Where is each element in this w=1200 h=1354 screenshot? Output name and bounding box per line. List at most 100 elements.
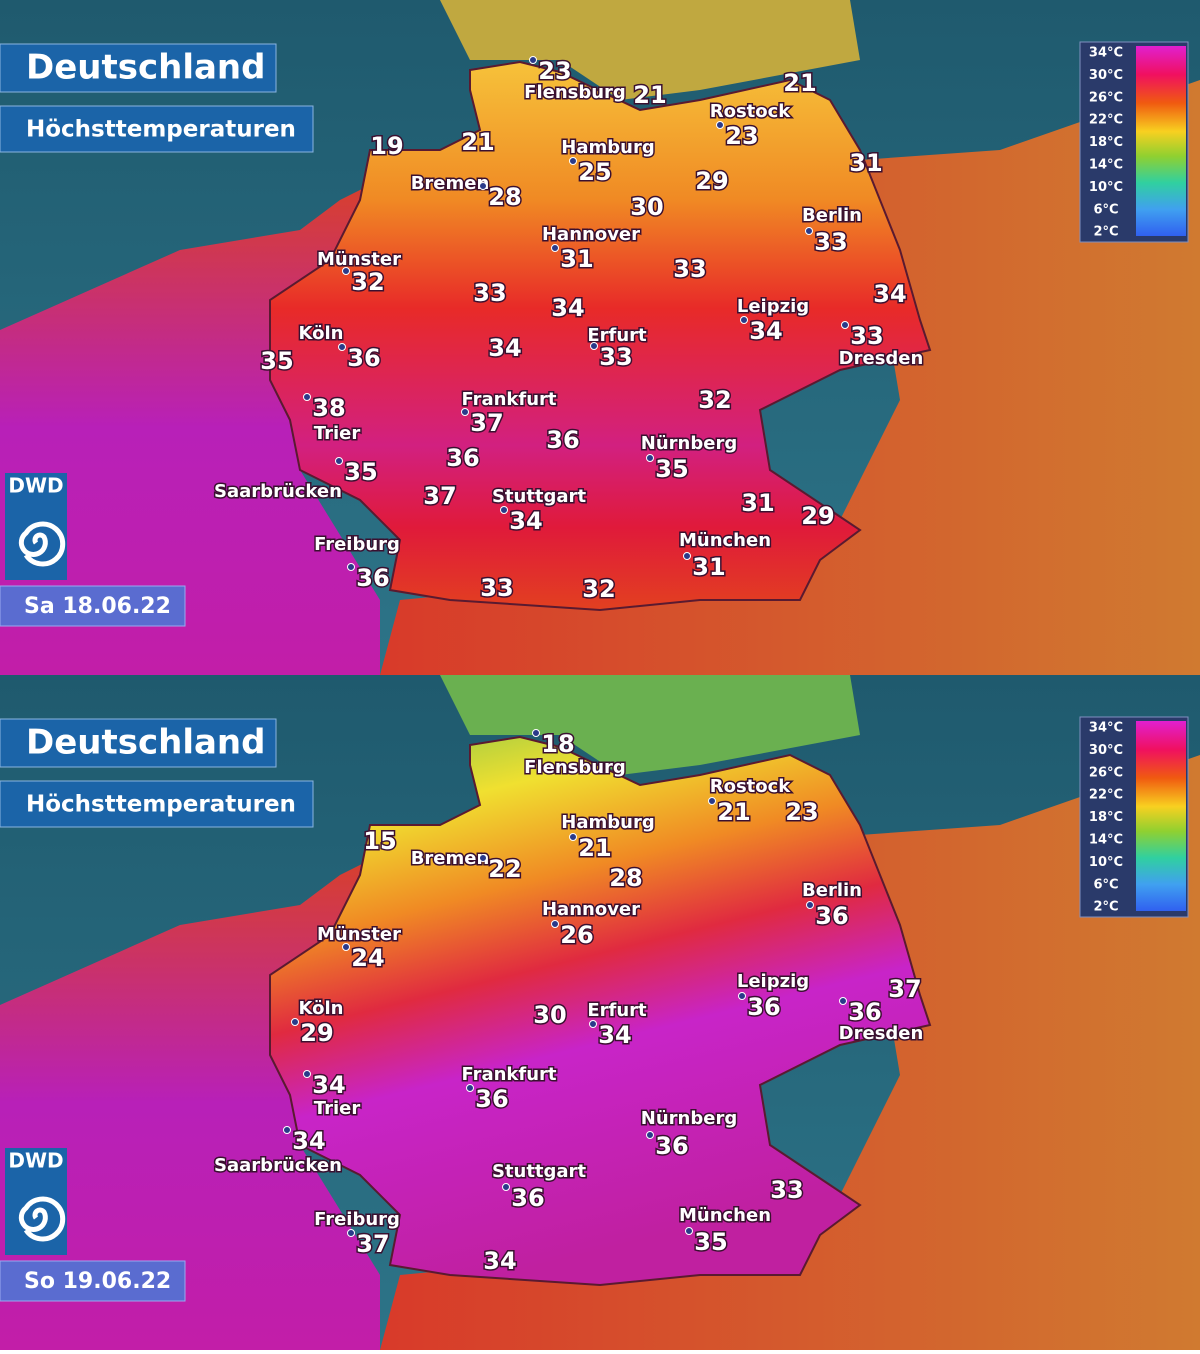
legend-label: 30°C — [1089, 743, 1123, 758]
date-box — [0, 1260, 186, 1302]
city-name: Münster — [317, 249, 401, 270]
temperature: 28 — [488, 183, 521, 211]
city-dot — [502, 1183, 510, 1191]
temperature: 38 — [312, 394, 345, 422]
temperature: 37 — [888, 975, 921, 1003]
temperature: 28 — [609, 864, 642, 892]
temperature: 34 — [509, 507, 542, 535]
temperature: 32 — [698, 386, 731, 414]
subtitle: Höchsttemperaturen — [26, 792, 296, 818]
city-dot — [529, 56, 537, 64]
city-name: Köln — [299, 998, 344, 1019]
city-name: Münster — [317, 924, 401, 945]
city-name: Bremen — [411, 173, 490, 194]
title-box — [0, 718, 277, 768]
temperature: 37 — [470, 409, 503, 437]
city-name: Freiburg — [314, 1209, 400, 1230]
temperature: 30 — [630, 193, 663, 221]
city-dot — [683, 552, 691, 560]
germany — [269, 60, 932, 612]
temperature: 33 — [770, 1176, 803, 1204]
city-dot — [466, 1084, 474, 1092]
city-name: Dresden — [839, 1023, 924, 1044]
subtitle-box — [0, 105, 314, 153]
city-dot — [740, 316, 748, 324]
temperature: 34 — [551, 294, 584, 322]
temperature: 24 — [351, 944, 384, 972]
legend-label: 22°C — [1089, 788, 1123, 803]
temperature: 35 — [344, 458, 377, 486]
city-name: Leipzig — [737, 296, 809, 317]
city-dot — [347, 1229, 355, 1237]
city-dot — [303, 393, 311, 401]
legend-label: 6°C — [1093, 877, 1118, 892]
temperature: 21 — [578, 834, 611, 862]
city-dot — [532, 729, 540, 737]
city-dot — [303, 1070, 311, 1078]
city-dot — [646, 1131, 654, 1139]
city-dot — [500, 506, 508, 514]
legend-label: 30°C — [1089, 68, 1123, 83]
temperature: 22 — [488, 855, 521, 883]
temperature: 36 — [655, 1132, 688, 1160]
temperature: 29 — [801, 502, 834, 530]
city-name: Nürnberg — [641, 1108, 737, 1129]
city-dot — [283, 1126, 291, 1134]
city-dot — [479, 182, 487, 190]
legend-label: 34°C — [1089, 721, 1123, 736]
date-box — [0, 585, 186, 627]
temperature: 21 — [461, 128, 494, 156]
city-name: Frankfurt — [461, 389, 556, 410]
city-name: Hannover — [542, 899, 640, 920]
city-name: Erfurt — [587, 1000, 647, 1021]
city-name: Dresden — [839, 348, 924, 369]
temperature: 34 — [292, 1127, 325, 1155]
temperature: 34 — [598, 1021, 631, 1049]
temperature: 34 — [749, 317, 782, 345]
legend-label: 10°C — [1089, 855, 1123, 870]
logo-swirl — [18, 521, 66, 567]
city-dot — [291, 1018, 299, 1026]
map-panel: Deutschland Höchsttemperaturen DWD So 19.06… — [0, 675, 1200, 1350]
temperature: 23 — [538, 57, 571, 85]
legend-scale — [1136, 46, 1186, 236]
city-dot — [738, 992, 746, 1000]
city-name: Hannover — [542, 224, 640, 245]
city-name: Trier — [314, 1098, 361, 1119]
city-name: Saarbrücken — [214, 481, 342, 502]
city-dot — [347, 563, 355, 571]
city-dot — [590, 342, 598, 350]
city-dot — [685, 1227, 693, 1235]
city-name: Rostock — [710, 101, 792, 122]
temperature: 26 — [560, 921, 593, 949]
date: So 19.06.22 — [24, 1269, 171, 1294]
legend-label: 18°C — [1089, 810, 1123, 825]
city-name: Nürnberg — [641, 433, 737, 454]
temperature: 23 — [725, 122, 758, 150]
city-name: Köln — [299, 323, 344, 344]
temperature: 30 — [533, 1001, 566, 1029]
temperature: 15 — [363, 827, 396, 855]
city-name: Flensburg — [524, 757, 626, 778]
city-name: München — [679, 1205, 771, 1226]
temperature: 34 — [483, 1247, 516, 1275]
temperature: 36 — [356, 564, 389, 592]
city-dot — [342, 943, 350, 951]
temperature: 19 — [370, 132, 403, 160]
legend-label: 10°C — [1089, 180, 1123, 195]
temperature: 25 — [578, 158, 611, 186]
city-dot — [342, 267, 350, 275]
date: Sa 18.06.22 — [24, 594, 171, 619]
land-east — [380, 755, 1200, 1350]
temperature: 32 — [351, 268, 384, 296]
legend-label: 2°C — [1093, 225, 1118, 240]
temperature: 37 — [423, 482, 456, 510]
temperature: 33 — [814, 228, 847, 256]
title: Deutschland — [26, 723, 265, 763]
temperature: 37 — [356, 1230, 389, 1258]
temperature: 36 — [347, 344, 380, 372]
legend-label: 18°C — [1089, 135, 1123, 150]
city-name: Berlin — [802, 880, 862, 901]
legend-label: 6°C — [1093, 202, 1118, 217]
